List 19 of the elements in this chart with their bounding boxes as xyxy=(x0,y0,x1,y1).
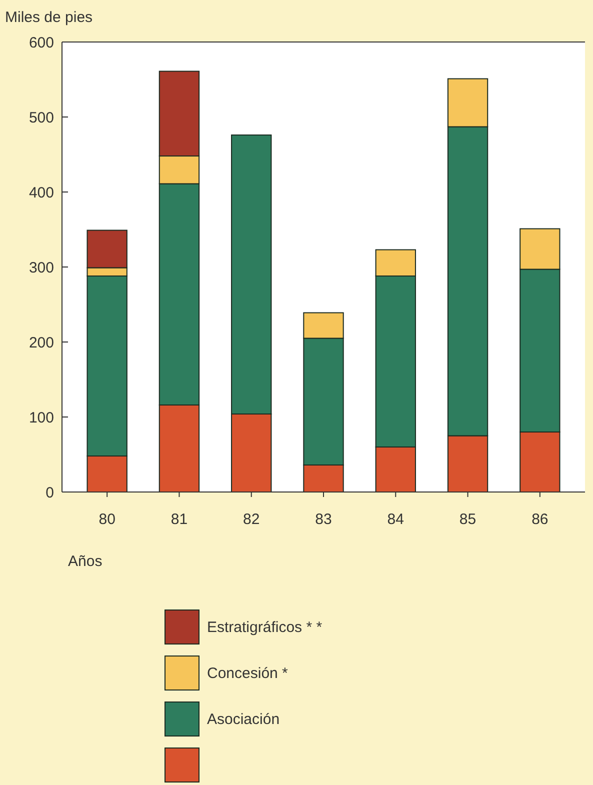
x-axis-title: Años xyxy=(68,553,102,570)
y-tick-label: 300 xyxy=(28,259,54,276)
x-tick-label: 82 xyxy=(243,511,260,528)
y-axis-title: Miles de pies xyxy=(5,9,93,26)
x-tick-label: 83 xyxy=(315,511,332,528)
y-tick-label: 200 xyxy=(28,334,54,352)
x-tick-label: 80 xyxy=(98,511,116,528)
y-tick-label: 0 xyxy=(46,484,54,502)
y-tick-label: 600 xyxy=(28,34,54,52)
x-tick-label: 86 xyxy=(532,511,548,528)
x-tick-label: 84 xyxy=(387,511,404,528)
x-tick-label: 85 xyxy=(459,511,476,528)
y-tick-label: 500 xyxy=(28,109,54,126)
legend-label: Asociación xyxy=(207,711,280,728)
legend-label: Estratigráficos * * xyxy=(207,619,322,636)
x-tick-label: 81 xyxy=(170,511,188,528)
legend-label: Concesión * xyxy=(207,665,288,682)
y-tick-label: 100 xyxy=(28,409,54,426)
y-tick-label: 400 xyxy=(28,184,54,202)
